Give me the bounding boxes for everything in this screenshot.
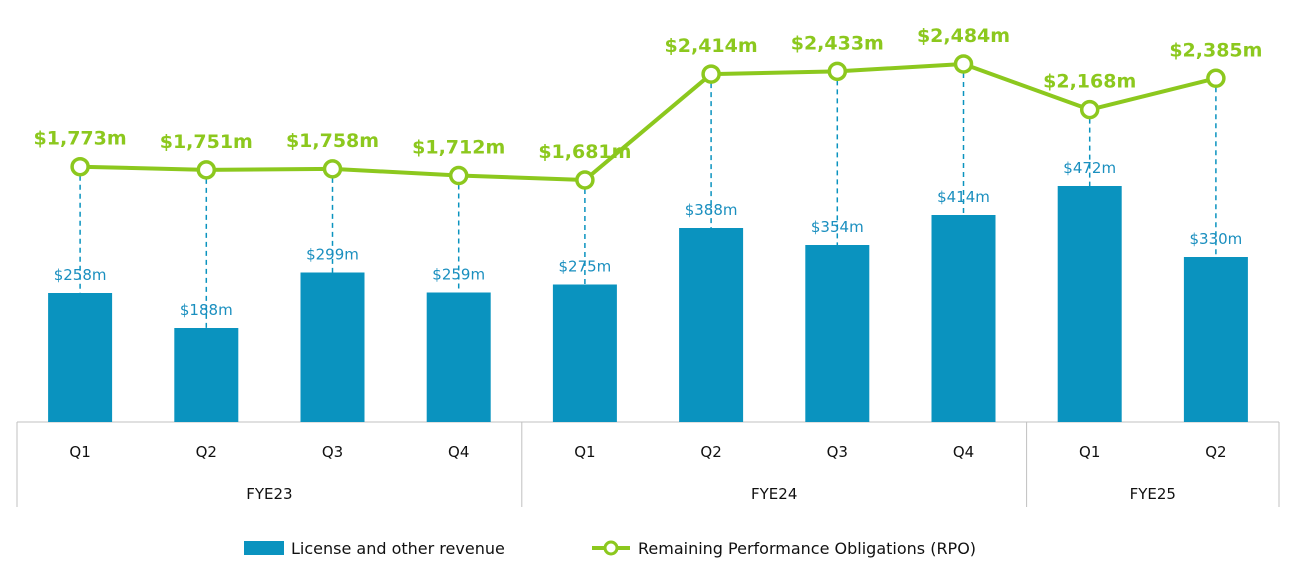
group-label: FYE23 [246, 485, 292, 503]
bar [48, 293, 113, 422]
rpo-data-label: $1,681m [538, 141, 631, 163]
category-tick-label: Q1 [1079, 443, 1100, 461]
rpo-data-label: $1,751m [160, 131, 253, 153]
legend: License and other revenue Remaining Perf… [244, 539, 976, 558]
category-tick-label: Q2 [700, 443, 721, 461]
category-tick-label: Q1 [69, 443, 90, 461]
rpo-point [70, 156, 90, 177]
rpo-point [701, 64, 721, 84]
rpo-data-label: $1,712m [412, 137, 505, 159]
rpo-point [448, 165, 469, 186]
bar-data-label: $330m [1190, 230, 1243, 248]
rpo-data-label: $1,773m [34, 128, 127, 150]
rpo-point [953, 54, 974, 74]
bar-data-label: $188m [180, 301, 233, 319]
bar-data-label: $259m [432, 266, 485, 284]
bar [552, 284, 617, 422]
bar-data-label: $388m [685, 201, 738, 219]
bar [426, 292, 491, 422]
legend-line-label: Remaining Performance Obligations (RPO) [638, 539, 976, 558]
category-axis-table [16, 421, 1280, 507]
bar-labels: $258m $188m $299m $259m $275m $388m $354m $414m… [54, 159, 1243, 319]
category-tick-label: Q1 [574, 443, 595, 461]
rpo-data-label: $1,758m [286, 130, 379, 152]
bar-data-label: $275m [559, 258, 612, 276]
bar-data-label: $472m [1063, 159, 1116, 177]
bar-data-label: $354m [811, 218, 864, 236]
category-tick-label: Q4 [448, 443, 469, 461]
legend-bar-label: License and other revenue [291, 539, 505, 558]
bar [805, 245, 870, 422]
category-tick-label: Q3 [322, 443, 343, 461]
group-labels: FYE23 FYE24 FYE25 [246, 485, 1176, 503]
group-label: FYE24 [751, 485, 797, 503]
bar-data-label: $414m [937, 188, 990, 206]
bar [931, 215, 996, 422]
bar [1057, 186, 1122, 422]
legend-line-marker [603, 540, 619, 556]
bar [1183, 257, 1248, 422]
category-tick-label: Q4 [953, 443, 974, 461]
rpo-data-label: $2,484m [917, 25, 1010, 47]
category-tick-label: Q2 [1205, 443, 1226, 461]
rpo-point [322, 159, 343, 179]
rpo-point [196, 160, 217, 180]
rpo-line-series [70, 54, 1226, 190]
connector-lines [79, 63, 1217, 328]
rpo-data-label: $2,414m [665, 35, 758, 57]
rpo-point [827, 61, 848, 82]
legend-bar-swatch [244, 541, 284, 555]
bar-data-label: $299m [306, 246, 359, 264]
rpo-point [575, 170, 595, 190]
category-tick-label: Q2 [196, 443, 217, 461]
category-tick-labels: Q1 Q2 Q3 Q4 Q1 Q2 Q3 Q4 Q1 Q2 [69, 443, 1226, 461]
rpo-point [1079, 99, 1100, 120]
category-tick-label: Q3 [827, 443, 848, 461]
bar [174, 328, 239, 422]
rpo-data-label: $2,433m [791, 32, 884, 54]
bar-series [48, 186, 1248, 422]
bar [300, 272, 365, 422]
rpo-data-label: $2,385m [1169, 39, 1262, 61]
rpo-labels: $1,773m $1,751m $1,758m $1,712m $1,681m $2,41… [34, 25, 1263, 163]
rpo-line [80, 61, 1217, 182]
bar-data-label: $258m [54, 266, 107, 284]
rpo-point [1206, 68, 1226, 89]
rpo-data-label: $2,168m [1043, 71, 1136, 93]
bar [679, 228, 744, 422]
group-label: FYE25 [1130, 485, 1176, 503]
